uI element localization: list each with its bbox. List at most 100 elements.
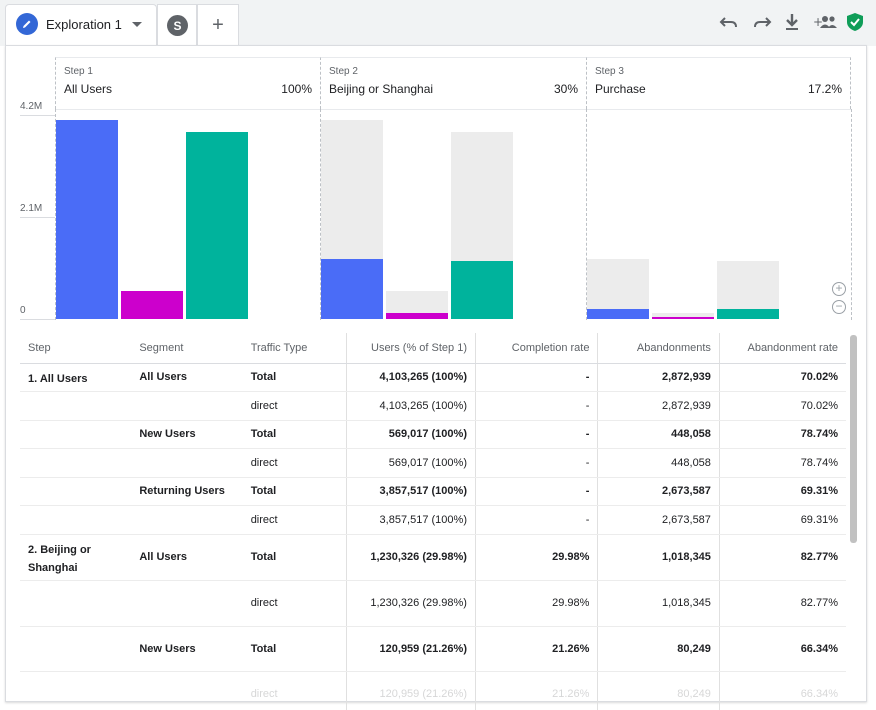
abandonment-rate-cell: 66.34%	[718, 671, 846, 710]
abandonment-rate-cell: 66.34%	[718, 626, 846, 672]
step-cell	[20, 626, 132, 672]
step-divider	[55, 109, 56, 320]
completion-rate-cell: -	[474, 477, 598, 506]
abandonments-cell: 2,673,587	[597, 505, 720, 535]
abandonment-rate-cell: 78.74%	[718, 420, 846, 449]
redo-icon[interactable]	[751, 11, 773, 33]
zoom-out-icon[interactable]: −	[832, 300, 846, 314]
y-tick-label: 0	[20, 305, 26, 316]
add-tab-button[interactable]: +	[197, 4, 239, 46]
svg-text:+: +	[813, 15, 823, 29]
segment-cell: New Users	[131, 626, 243, 672]
traffic-type-cell: direct	[242, 580, 347, 627]
users-cell: 1,230,326 (29.98%)	[346, 580, 476, 627]
zoom-in-icon[interactable]: +	[832, 282, 846, 296]
verified-shield-icon[interactable]	[844, 11, 866, 33]
table-row[interactable]: New Users Total 120,959 (21.26%) 21.26% 80,2…	[20, 626, 846, 672]
bar-new-users[interactable]	[386, 313, 448, 319]
completion-rate-cell: 29.98%	[474, 534, 598, 581]
segment-avatar[interactable]: S	[167, 15, 188, 36]
table-row[interactable]: direct 3,857,517 (100%) -2,673,587 69.31%	[20, 505, 846, 535]
traffic-type-cell: direct	[242, 391, 347, 421]
funnel-step-3[interactable]: Step 3 Purchase 17.2%	[586, 57, 851, 109]
share-people-icon[interactable]: +	[812, 11, 838, 33]
funnel-step-1[interactable]: Step 1 All Users 100%	[55, 57, 320, 109]
bar-returning-users[interactable]	[451, 261, 513, 319]
column-header[interactable]: Completion rate	[474, 333, 598, 364]
y-tick-line	[20, 217, 55, 218]
users-cell: 569,017 (100%)	[346, 420, 476, 449]
step-divider	[851, 109, 852, 320]
chevron-down-icon[interactable]	[132, 22, 142, 27]
column-header[interactable]: Abandonments	[597, 333, 720, 364]
table-row[interactable]: direct 1,230,326 (29.98%) 29.98% 1,018,345 8…	[20, 580, 846, 627]
completion-rate-cell: -	[474, 420, 598, 449]
funnel-step-2[interactable]: Step 2 Beijing or Shanghai 30%	[320, 57, 586, 109]
segment-cell: Returning Users	[131, 477, 243, 506]
bar-returning-users[interactable]	[717, 309, 779, 319]
abandonments-cell: 1,018,345	[597, 534, 720, 581]
tab-title[interactable]: Exploration 1	[46, 17, 122, 32]
traffic-type-cell: Total	[242, 626, 347, 672]
step-cell	[20, 391, 132, 421]
abandonment-rate-cell: 82.77%	[718, 534, 846, 581]
bar-all-users[interactable]	[321, 259, 383, 319]
tab-bar: Exploration 1 S + +	[0, 0, 876, 46]
users-cell: 3,857,517 (100%)	[346, 477, 476, 506]
step-cell	[20, 580, 132, 627]
abandonment-rate-cell: 78.74%	[718, 448, 846, 478]
scrollbar[interactable]	[850, 335, 857, 543]
column-header[interactable]: Step	[20, 333, 132, 364]
funnel-table: Step Segment Traffic Type Users (% of St…	[20, 333, 846, 710]
table-row[interactable]: Returning Users Total 3,857,517 (100%) -2,6…	[20, 477, 846, 506]
users-cell: 120,959 (21.26%)	[346, 626, 476, 672]
pencil-icon[interactable]	[16, 13, 38, 35]
tab-segment[interactable]: S	[157, 4, 197, 46]
segment-cell: New Users	[131, 420, 243, 449]
abandonments-cell: 448,058	[597, 420, 720, 449]
users-cell: 120,959 (21.26%)	[346, 671, 476, 710]
traffic-type-cell: Total	[242, 534, 347, 581]
completion-rate-cell: 21.26%	[474, 671, 598, 710]
tab-exploration[interactable]: Exploration 1	[5, 4, 157, 46]
abandonment-rate-cell: 69.31%	[718, 505, 846, 535]
bar-returning-users[interactable]	[186, 131, 248, 319]
bar-ghost-all-users	[587, 259, 649, 319]
bar-new-users[interactable]	[652, 317, 714, 319]
bar-new-users[interactable]	[121, 291, 183, 319]
abandonments-cell: 2,673,587	[597, 477, 720, 506]
step-cell: 2. Beijing or Shanghai	[20, 534, 132, 581]
bar-all-users[interactable]	[587, 309, 649, 319]
table-row[interactable]: direct 4,103,265 (100%) -2,872,939 70.02%	[20, 391, 846, 421]
users-cell: 4,103,265 (100%)	[346, 391, 476, 421]
step-percentage: 17.2%	[807, 82, 842, 96]
download-icon[interactable]	[781, 11, 803, 33]
traffic-type-cell: direct	[242, 448, 347, 478]
abandonments-cell: 2,872,939	[597, 363, 720, 392]
abandonment-rate-cell: 69.31%	[718, 477, 846, 506]
step-label: Step 2	[329, 66, 358, 77]
table-row[interactable]: 1. All Users All Users Total 4,103,265 (100…	[20, 363, 846, 392]
step-name: Purchase	[595, 82, 646, 96]
segment-cell	[131, 448, 243, 478]
undo-icon[interactable]	[718, 11, 740, 33]
step-cell	[20, 420, 132, 449]
segment-cell: All Users	[131, 363, 243, 392]
chart-top-line	[55, 109, 851, 110]
table-row[interactable]: 2. Beijing or Shanghai All Users Total 1,23…	[20, 534, 846, 581]
abandonments-cell: 80,249	[597, 626, 720, 672]
table-row[interactable]: direct 120,959 (21.26%) 21.26% 80,249 66.34%	[20, 671, 846, 710]
abandonments-cell: 80,249	[597, 671, 720, 710]
column-header[interactable]: Segment	[131, 333, 243, 364]
segment-cell	[131, 580, 243, 627]
step-percentage: 100%	[281, 82, 312, 96]
column-header[interactable]: Users (% of Step 1)	[346, 333, 476, 364]
segment-cell	[131, 391, 243, 421]
column-header[interactable]: Traffic Type	[242, 333, 347, 364]
abandonment-rate-cell: 82.77%	[718, 580, 846, 627]
table-row[interactable]: direct 569,017 (100%) -448,058 78.74%	[20, 448, 846, 478]
column-header[interactable]: Abandonment rate	[718, 333, 846, 364]
table-row[interactable]: New Users Total 569,017 (100%) -448,058 78.7…	[20, 420, 846, 449]
users-cell: 1,230,326 (29.98%)	[346, 534, 476, 581]
bar-all-users[interactable]	[56, 119, 118, 319]
